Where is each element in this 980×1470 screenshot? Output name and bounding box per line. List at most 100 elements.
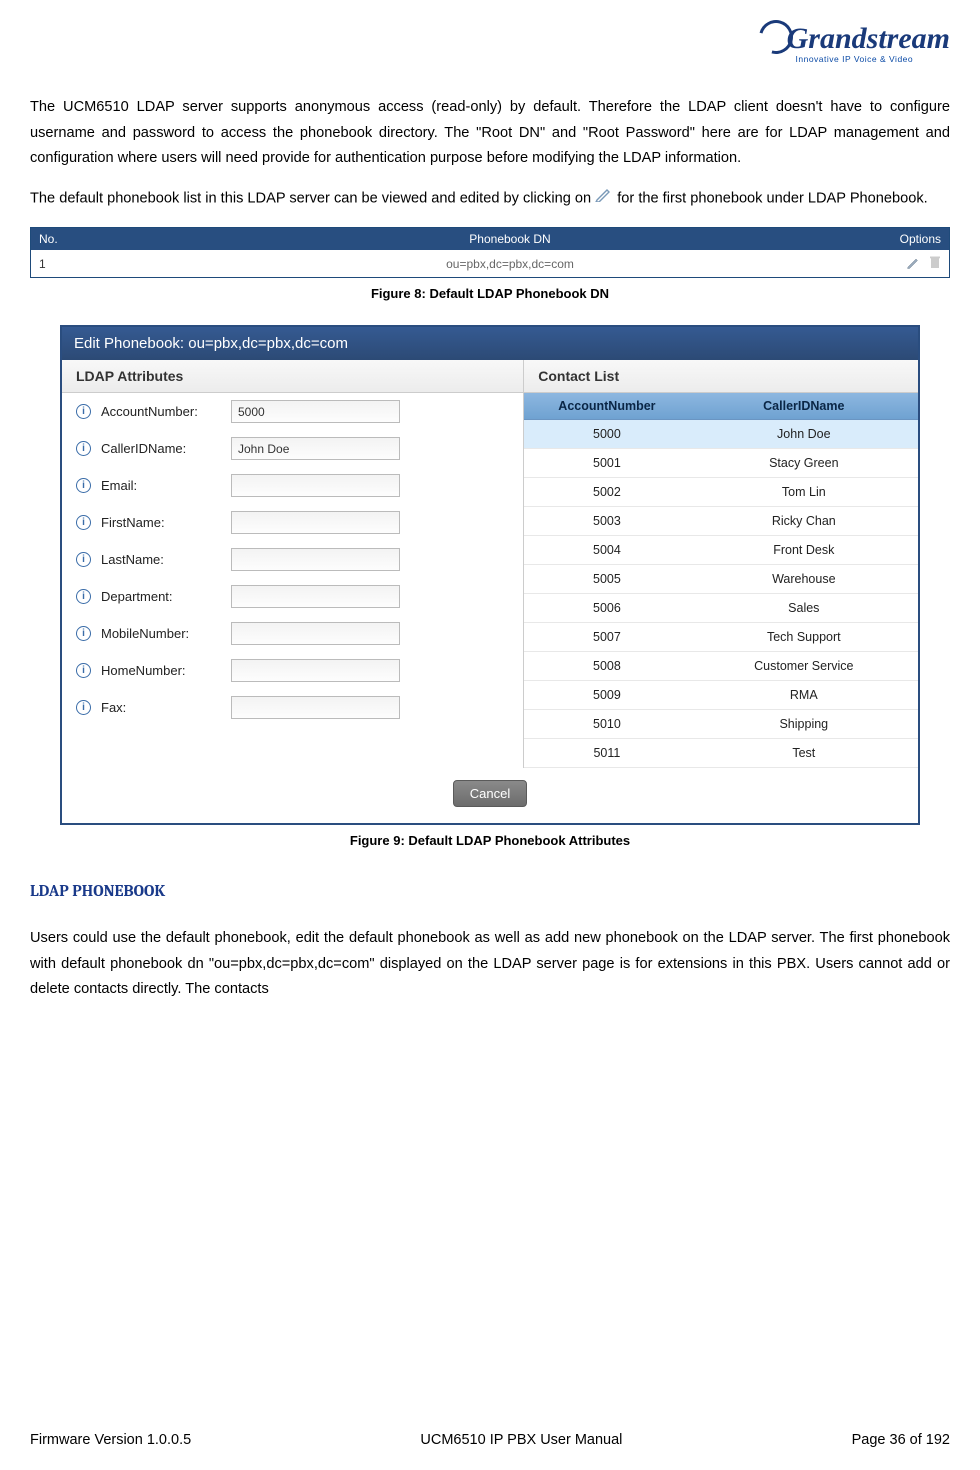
figure-9-caption: Figure 9: Default LDAP Phonebook Attribu… <box>30 833 950 848</box>
attribute-input[interactable] <box>231 474 400 497</box>
contact-name: Tom Lin <box>690 478 918 506</box>
contact-name: Shipping <box>690 710 918 738</box>
contact-row[interactable]: 5010Shipping <box>524 710 918 739</box>
paragraph-2b: for the first phonebook under LDAP Phone… <box>617 190 927 206</box>
attribute-label: HomeNumber: <box>101 663 231 678</box>
contact-name: Tech Support <box>690 623 918 651</box>
footer-page-number: Page 36 of 192 <box>852 1432 950 1448</box>
info-icon[interactable]: i <box>76 515 91 530</box>
paragraph-2: The default phonebook list in this LDAP … <box>30 184 950 214</box>
contact-account: 5002 <box>524 478 689 506</box>
contact-name: Sales <box>690 594 918 622</box>
info-icon[interactable]: i <box>76 478 91 493</box>
contact-row[interactable]: 5006Sales <box>524 594 918 623</box>
pencil-icon[interactable] <box>906 258 920 272</box>
brand-logo: Grandstream Innovative IP Voice & Video <box>30 20 950 67</box>
logo-text: Grandstream <box>759 20 950 56</box>
col-no: No. <box>39 232 169 246</box>
attribute-label: FirstName: <box>101 515 231 530</box>
info-icon[interactable]: i <box>76 552 91 567</box>
contact-account: 5010 <box>524 710 689 738</box>
table-header: No. Phonebook DN Options <box>31 228 949 250</box>
contact-account: 5001 <box>524 449 689 477</box>
attribute-row: i HomeNumber: <box>62 652 523 689</box>
attribute-row: iFax: <box>62 689 523 726</box>
contact-list-header: Contact List <box>524 360 918 393</box>
contact-account: 5008 <box>524 652 689 680</box>
contact-list-panel: Contact List AccountNumber CallerIDName … <box>524 360 918 768</box>
contact-row[interactable]: 5007Tech Support <box>524 623 918 652</box>
attribute-row: i LastName: <box>62 541 523 578</box>
contact-row[interactable]: 5003Ricky Chan <box>524 507 918 536</box>
contact-name: RMA <box>690 681 918 709</box>
attribute-input[interactable] <box>231 622 400 645</box>
attribute-label: Department: <box>101 589 231 604</box>
info-icon[interactable]: i <box>76 626 91 641</box>
contact-account: 5000 <box>524 420 689 448</box>
contact-account: 5004 <box>524 536 689 564</box>
contact-name: John Doe <box>690 420 918 448</box>
contact-account: 5011 <box>524 739 689 767</box>
col-account: AccountNumber <box>524 393 689 419</box>
attribute-input[interactable] <box>231 696 400 719</box>
attribute-input[interactable] <box>231 585 400 608</box>
col-callerid: CallerIDName <box>690 393 918 419</box>
contact-account: 5003 <box>524 507 689 535</box>
dialog-title: Edit Phonebook: ou=pbx,dc=pbx,dc=com <box>62 327 918 360</box>
figure-8-caption: Figure 8: Default LDAP Phonebook DN <box>30 286 950 301</box>
contact-name: Test <box>690 739 918 767</box>
phonebook-dn-table: No. Phonebook DN Options 1 ou=pbx,dc=pbx… <box>30 227 950 278</box>
paragraph-3: Users could use the default phonebook, e… <box>30 926 950 1003</box>
cell-options <box>851 255 941 272</box>
footer-firmware: Firmware Version 1.0.0.5 <box>30 1432 191 1448</box>
paragraph-1: The UCM6510 LDAP server supports anonymo… <box>30 95 950 172</box>
contact-row[interactable]: 5008Customer Service <box>524 652 918 681</box>
cell-no: 1 <box>39 257 169 271</box>
contact-name: Ricky Chan <box>690 507 918 535</box>
attribute-label: MobileNumber: <box>101 626 231 641</box>
contact-row[interactable]: 5001Stacy Green <box>524 449 918 478</box>
attribute-label: LastName: <box>101 552 231 567</box>
attribute-input[interactable] <box>231 659 400 682</box>
info-icon[interactable]: i <box>76 404 91 419</box>
info-icon[interactable]: i <box>76 441 91 456</box>
edit-phonebook-dialog: Edit Phonebook: ou=pbx,dc=pbx,dc=com LDA… <box>60 325 920 825</box>
contact-account: 5007 <box>524 623 689 651</box>
attribute-row: iCallerIDName: <box>62 430 523 467</box>
pencil-icon <box>595 184 613 213</box>
attribute-input[interactable] <box>231 400 400 423</box>
ldap-attributes-panel: LDAP Attributes i AccountNumber: iCallerID… <box>62 360 524 768</box>
ldap-attributes-header: LDAP Attributes <box>62 360 523 393</box>
section-heading-ldap-phonebook: LDAP PHONEBOOK <box>30 882 950 900</box>
paragraph-2a: The default phonebook list in this LDAP … <box>30 190 595 206</box>
contact-account: 5006 <box>524 594 689 622</box>
info-icon[interactable]: i <box>76 663 91 678</box>
attribute-row: i FirstName: <box>62 504 523 541</box>
attribute-row: i Department: <box>62 578 523 615</box>
attribute-input[interactable] <box>231 511 400 534</box>
attribute-label: Email: <box>101 478 231 493</box>
info-icon[interactable]: i <box>76 700 91 715</box>
contact-name: Stacy Green <box>690 449 918 477</box>
contact-row[interactable]: 5000John Doe <box>524 420 918 449</box>
cancel-button[interactable]: Cancel <box>453 780 527 807</box>
attribute-input[interactable] <box>231 437 400 460</box>
col-dn: Phonebook DN <box>169 232 851 246</box>
contact-list-columns: AccountNumber CallerIDName <box>524 393 918 420</box>
contact-name: Warehouse <box>690 565 918 593</box>
footer-manual-title: UCM6510 IP PBX User Manual <box>420 1432 622 1448</box>
attribute-row: i AccountNumber: <box>62 393 523 430</box>
contact-row[interactable]: 5011Test <box>524 739 918 768</box>
contact-row[interactable]: 5004Front Desk <box>524 536 918 565</box>
info-icon[interactable]: i <box>76 589 91 604</box>
attribute-input[interactable] <box>231 548 400 571</box>
contact-account: 5009 <box>524 681 689 709</box>
contact-row[interactable]: 5005Warehouse <box>524 565 918 594</box>
contact-row[interactable]: 5002Tom Lin <box>524 478 918 507</box>
attribute-label: AccountNumber: <box>101 404 231 419</box>
contact-row[interactable]: 5009RMA <box>524 681 918 710</box>
trash-icon[interactable] <box>929 258 941 272</box>
contact-account: 5005 <box>524 565 689 593</box>
table-row: 1 ou=pbx,dc=pbx,dc=com <box>31 250 949 277</box>
contact-name: Front Desk <box>690 536 918 564</box>
